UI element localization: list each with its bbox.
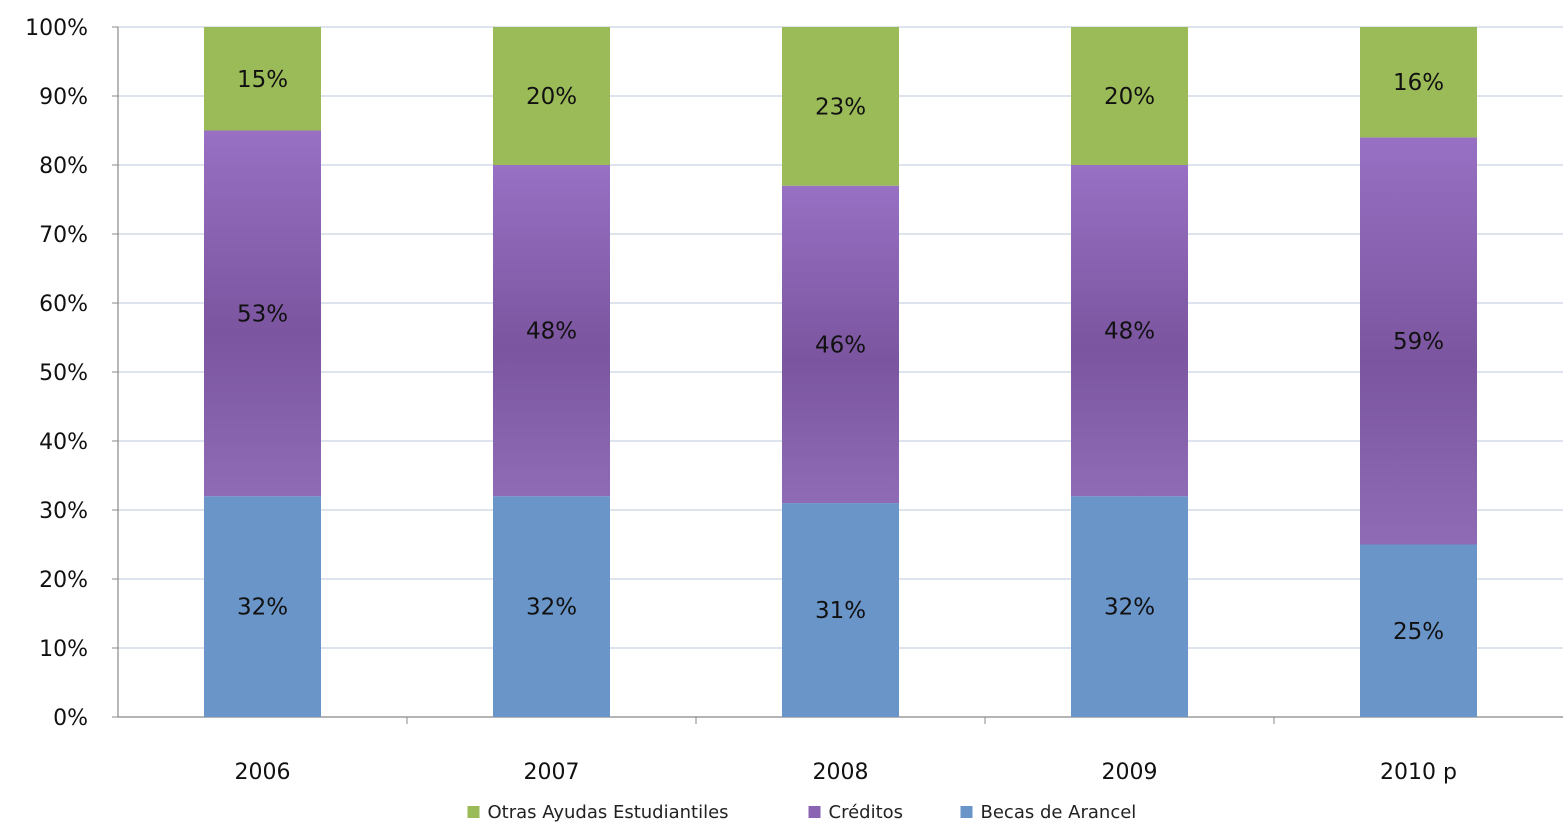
data-label-creditos-2007: 48%: [526, 319, 577, 345]
data-label-creditos-2008: 46%: [815, 332, 866, 358]
legend-label-creditos: Créditos: [829, 802, 904, 823]
y-tick-label-90: 90%: [39, 85, 88, 110]
data-label-otras-ayudas-estudiantiles-2007: 20%: [526, 84, 577, 110]
y-tick-label-60: 60%: [39, 292, 88, 317]
bar-otras-ayudas-estudiantiles-2010-p: [1360, 27, 1477, 138]
data-label-otras-ayudas-estudiantiles-2009: 20%: [1104, 84, 1155, 110]
bar-becas-de-arancel-2008: [782, 503, 899, 717]
x-tick-label-2006: 2006: [235, 760, 291, 785]
bar-becas-de-arancel-2009: [1071, 496, 1188, 717]
data-label-becas-de-arancel-2009: 32%: [1104, 595, 1155, 621]
x-tick-label-2007: 2007: [524, 760, 580, 785]
bar-becas-de-arancel-2006: [204, 496, 321, 717]
data-label-becas-de-arancel-2008: 31%: [815, 598, 866, 624]
legend-swatch-otras-ayudas-estudiantiles: [467, 806, 480, 818]
data-label-creditos-2006: 53%: [237, 301, 288, 327]
data-label-otras-ayudas-estudiantiles-2006: 15%: [237, 67, 288, 93]
legend-label-otras-ayudas-estudiantiles: Otras Ayudas Estudiantiles: [488, 802, 729, 823]
bar-creditos-2007: [493, 165, 610, 497]
bar-otras-ayudas-estudiantiles-2008: [782, 27, 899, 186]
y-tick-label-100: 100%: [25, 16, 88, 41]
x-tick-label-2009: 2009: [1102, 760, 1158, 785]
bar-creditos-2006: [204, 130, 321, 497]
bar-creditos-2008: [782, 185, 899, 504]
bars: [204, 27, 1477, 717]
y-tick-label-10: 10%: [39, 637, 88, 662]
legend-label-becas-de-arancel: Becas de Arancel: [981, 802, 1137, 823]
legend-swatch-creditos: [808, 806, 821, 818]
x-tick-label-2010-p: 2010 p: [1380, 760, 1457, 785]
y-tick-label-40: 40%: [39, 430, 88, 455]
data-label-creditos-2010-p: 59%: [1393, 329, 1444, 355]
legend: Otras Ayudas Estudiantiles Créditos Becas …: [467, 802, 1137, 823]
y-tick-label-70: 70%: [39, 223, 88, 248]
bar-becas-de-arancel-2010-p: [1360, 544, 1477, 717]
y-tick-label-0: 0%: [53, 706, 88, 731]
y-tick-label-80: 80%: [39, 154, 88, 179]
bar-otras-ayudas-estudiantiles-2007: [493, 27, 610, 165]
bar-becas-de-arancel-2007: [493, 496, 610, 717]
data-labels: 32% 53% 15% 32% 48% 20% 31% 46% 23% 32% 48% 20% 25% 5…: [237, 67, 1444, 645]
x-tick-label-2008: 2008: [813, 760, 869, 785]
y-tick-label-30: 30%: [39, 499, 88, 524]
data-label-becas-de-arancel-2010-p: 25%: [1393, 619, 1444, 645]
data-label-creditos-2009: 48%: [1104, 319, 1155, 345]
bar-creditos-2009: [1071, 165, 1188, 497]
bar-otras-ayudas-estudiantiles-2009: [1071, 27, 1188, 165]
data-label-becas-de-arancel-2007: 32%: [526, 595, 577, 621]
axes: 0% 10% 20% 30% 40% 50% 60% 70% 80% 90% 100% 2006 200…: [25, 16, 1563, 785]
bar-otras-ayudas-estudiantiles-2006: [204, 27, 321, 131]
data-label-becas-de-arancel-2006: 32%: [237, 595, 288, 621]
data-label-otras-ayudas-estudiantiles-2008: 23%: [815, 94, 866, 120]
legend-swatch-becas-de-arancel: [960, 806, 973, 818]
y-tick-label-20: 20%: [39, 568, 88, 593]
bar-creditos-2010-p: [1360, 137, 1477, 545]
y-tick-label-50: 50%: [39, 361, 88, 386]
data-label-otras-ayudas-estudiantiles-2010-p: 16%: [1393, 70, 1444, 96]
